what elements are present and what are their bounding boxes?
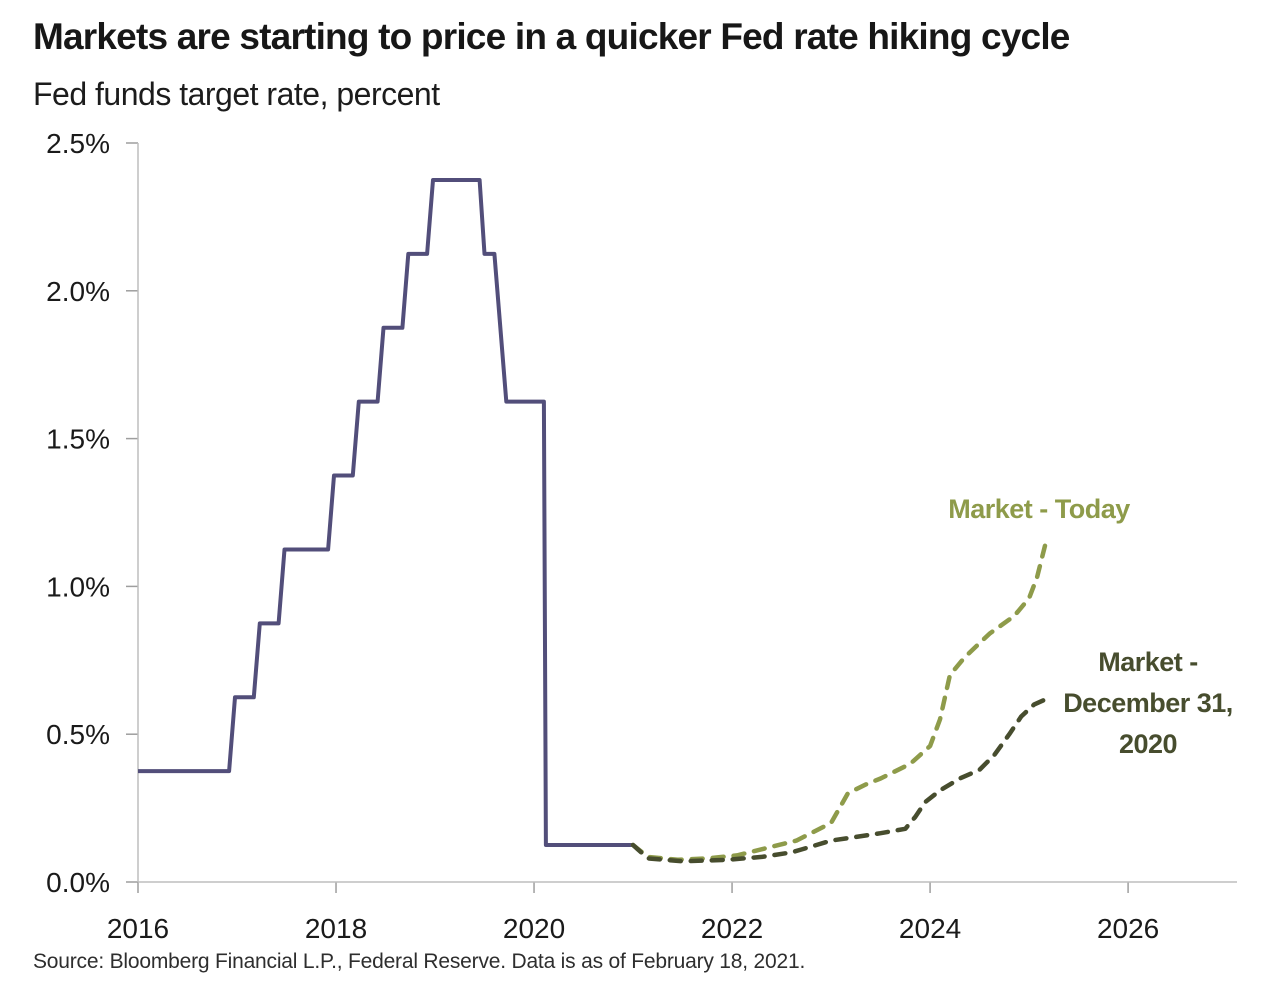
series-label-market-today: Market - Today <box>948 494 1130 524</box>
market-december-31-2020-line <box>630 696 1050 864</box>
page-title: Markets are starting to price in a quick… <box>33 16 1070 57</box>
y-tick-label: 2.5% <box>46 128 110 159</box>
x-tick-label: 2024 <box>899 913 961 944</box>
x-tick-label: 2018 <box>305 913 367 944</box>
x-tick-label: 2016 <box>107 913 169 944</box>
fed-funds-actual-line <box>138 178 633 847</box>
chart-subtitle: Fed funds target rate, percent <box>33 76 440 112</box>
x-tick-label: 2020 <box>503 913 565 944</box>
market-today-line <box>630 539 1049 863</box>
x-tick-label: 2022 <box>701 913 763 944</box>
series-label-market-december-2020: Market - December 31, 2020 <box>1044 642 1252 765</box>
source-note: Source: Bloomberg Financial L.P., Federa… <box>33 950 806 973</box>
series-label-line-1: Market - <box>1098 647 1198 677</box>
y-tick-label: 1.0% <box>46 571 110 602</box>
series-label-line-2: December 31, <box>1063 688 1233 718</box>
y-tick-label: 0.5% <box>46 719 110 750</box>
x-tick-label: 2026 <box>1097 913 1159 944</box>
y-tick-label: 2.0% <box>46 276 110 307</box>
series-label-line-3: 2020 <box>1118 729 1178 759</box>
y-tick-label: 1.5% <box>46 424 110 455</box>
y-tick-label: 0.0% <box>46 867 110 898</box>
